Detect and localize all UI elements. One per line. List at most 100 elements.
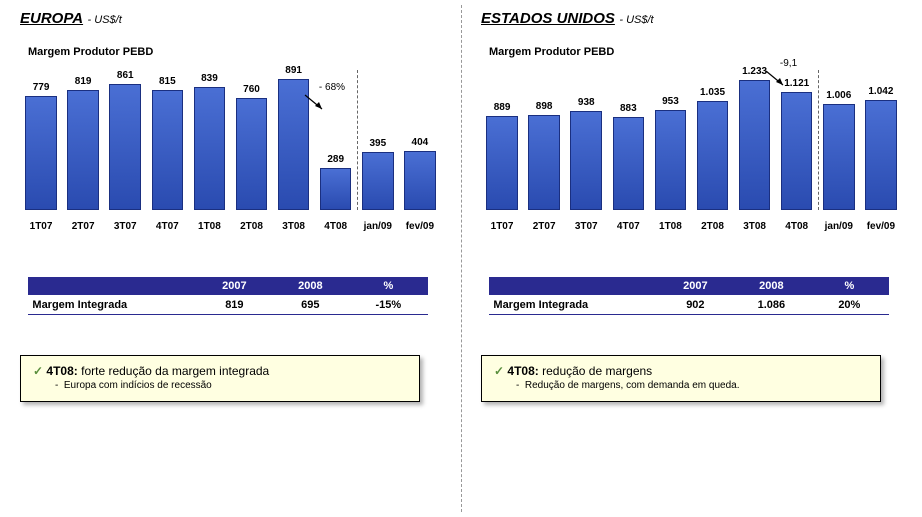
bar-value-label: 938 <box>565 97 607 108</box>
bar <box>152 90 184 210</box>
check-icon: ✓ <box>494 364 504 378</box>
bar-group: 898 <box>523 115 565 210</box>
usa-unit: - US$/t <box>619 14 653 26</box>
bar-group: 1.121 <box>776 92 818 210</box>
x-label: jan/09 <box>818 221 860 232</box>
bar-group: 839 <box>188 87 230 210</box>
bar <box>404 151 436 210</box>
europe-title-row: EUROPA - US$/t <box>20 10 441 28</box>
check-icon: ✓ <box>33 364 43 378</box>
x-label: 2T08 <box>230 221 272 232</box>
bar <box>320 168 352 210</box>
usa-table-head: 20072008% <box>489 277 889 295</box>
bar-value-label: 953 <box>649 96 691 107</box>
x-label: 2T08 <box>691 221 733 232</box>
bar <box>823 104 855 210</box>
x-label: 2T07 <box>62 221 104 232</box>
bar-group: 760 <box>230 98 272 210</box>
x-label: fev/09 <box>860 221 902 232</box>
dashed-separator <box>357 70 358 210</box>
bar-value-label: 760 <box>230 84 272 95</box>
x-label: 4T07 <box>607 221 649 232</box>
bar-group: 1.042 <box>860 100 902 210</box>
bar-group: 883 <box>607 117 649 210</box>
x-label: 4T08 <box>776 221 818 232</box>
usa-note-text: redução de margens <box>542 364 652 378</box>
bar-value-label: 1.006 <box>818 90 860 101</box>
bar-group: 815 <box>146 90 188 210</box>
x-label: 1T07 <box>481 221 523 232</box>
europe-note: ✓ 4T08: forte redução da margem integrad… <box>20 355 420 402</box>
bar <box>528 115 560 210</box>
table-head-cell: 2008 <box>733 280 809 292</box>
x-label: 3T08 <box>273 221 315 232</box>
bar-group: 779 <box>20 96 62 210</box>
table-cell: 902 <box>657 299 733 311</box>
europe-table-row: Margem Integrada819695-15% <box>28 295 428 315</box>
table-head-cell: 2007 <box>657 280 733 292</box>
europe-note-sub-text: Europa com indícios de recessão <box>64 380 212 391</box>
bar-group: 1.233 <box>734 80 776 210</box>
bar <box>865 100 897 210</box>
x-label: fev/09 <box>399 221 441 232</box>
usa-panel: ESTADOS UNIDOS - US$/t Margem Produtor P… <box>461 0 922 517</box>
table-cell: Margem Integrada <box>28 299 196 311</box>
bar-value-label: 815 <box>146 76 188 87</box>
x-label: 1T08 <box>188 221 230 232</box>
table-head-cell: % <box>348 280 428 292</box>
table-cell: 20% <box>809 299 889 311</box>
table-cell: Margem Integrada <box>489 299 657 311</box>
bar <box>781 92 813 210</box>
europe-note-main: ✓ 4T08: forte redução da margem integrad… <box>33 364 407 378</box>
usa-note-sub-text: Redução de margens, com demanda em queda… <box>525 380 740 391</box>
europe-panel: EUROPA - US$/t Margem Produtor PEBD 7798… <box>0 0 461 517</box>
europe-subtitle: Margem Produtor PEBD <box>28 46 441 58</box>
x-label: 3T07 <box>104 221 146 232</box>
bar-group: 1.035 <box>691 101 733 210</box>
bar-value-label: 404 <box>399 137 441 148</box>
bar <box>25 96 57 210</box>
table-cell: 1.086 <box>733 299 809 311</box>
europe-table: 20072008% Margem Integrada819695-15% <box>28 277 428 315</box>
x-label: 3T07 <box>565 221 607 232</box>
europe-title: EUROPA <box>20 10 83 27</box>
usa-note-sub: - Redução de margens, com demanda em que… <box>516 380 868 391</box>
x-label: 1T08 <box>649 221 691 232</box>
bar-group: 861 <box>104 84 146 210</box>
table-head-cell: % <box>809 280 889 292</box>
usa-title-row: ESTADOS UNIDOS - US$/t <box>481 10 902 28</box>
bar <box>739 80 771 210</box>
usa-table: 20072008% Margem Integrada9021.08620% <box>489 277 889 315</box>
bar-value-label: 1.042 <box>860 86 902 97</box>
europe-unit: - US$/t <box>88 14 122 26</box>
x-label: 4T08 <box>315 221 357 232</box>
bar-group: 938 <box>565 111 607 210</box>
arrow-icon <box>302 92 328 114</box>
bar-value-label: 898 <box>523 101 565 112</box>
dashed-separator <box>818 70 819 210</box>
bar <box>486 116 518 210</box>
x-label: 1T07 <box>20 221 62 232</box>
bar-value-label: 395 <box>357 138 399 149</box>
x-label: jan/09 <box>357 221 399 232</box>
arrow-icon <box>763 68 789 90</box>
main-container: EUROPA - US$/t Margem Produtor PEBD 7798… <box>0 0 922 517</box>
bar-value-label: 861 <box>104 70 146 81</box>
table-cell: 819 <box>196 299 272 311</box>
x-label: 2T07 <box>523 221 565 232</box>
bar-value-label: 883 <box>607 103 649 114</box>
bar <box>655 110 687 211</box>
bar <box>613 117 645 210</box>
usa-note-bold: 4T08: <box>507 364 538 378</box>
bar-value-label: 891 <box>273 65 315 76</box>
bar-group: 819 <box>62 90 104 210</box>
table-head-cell: 2008 <box>272 280 348 292</box>
europe-note-text: forte redução da margem integrada <box>81 364 269 378</box>
bar <box>362 152 394 210</box>
usa-note: ✓ 4T08: redução de margens - Redução de … <box>481 355 881 402</box>
bar <box>570 111 602 210</box>
bar-group: 395 <box>357 152 399 210</box>
bar-value-label: 839 <box>188 73 230 84</box>
bar-group: 404 <box>399 151 441 210</box>
europe-note-bold: 4T08: <box>46 364 77 378</box>
